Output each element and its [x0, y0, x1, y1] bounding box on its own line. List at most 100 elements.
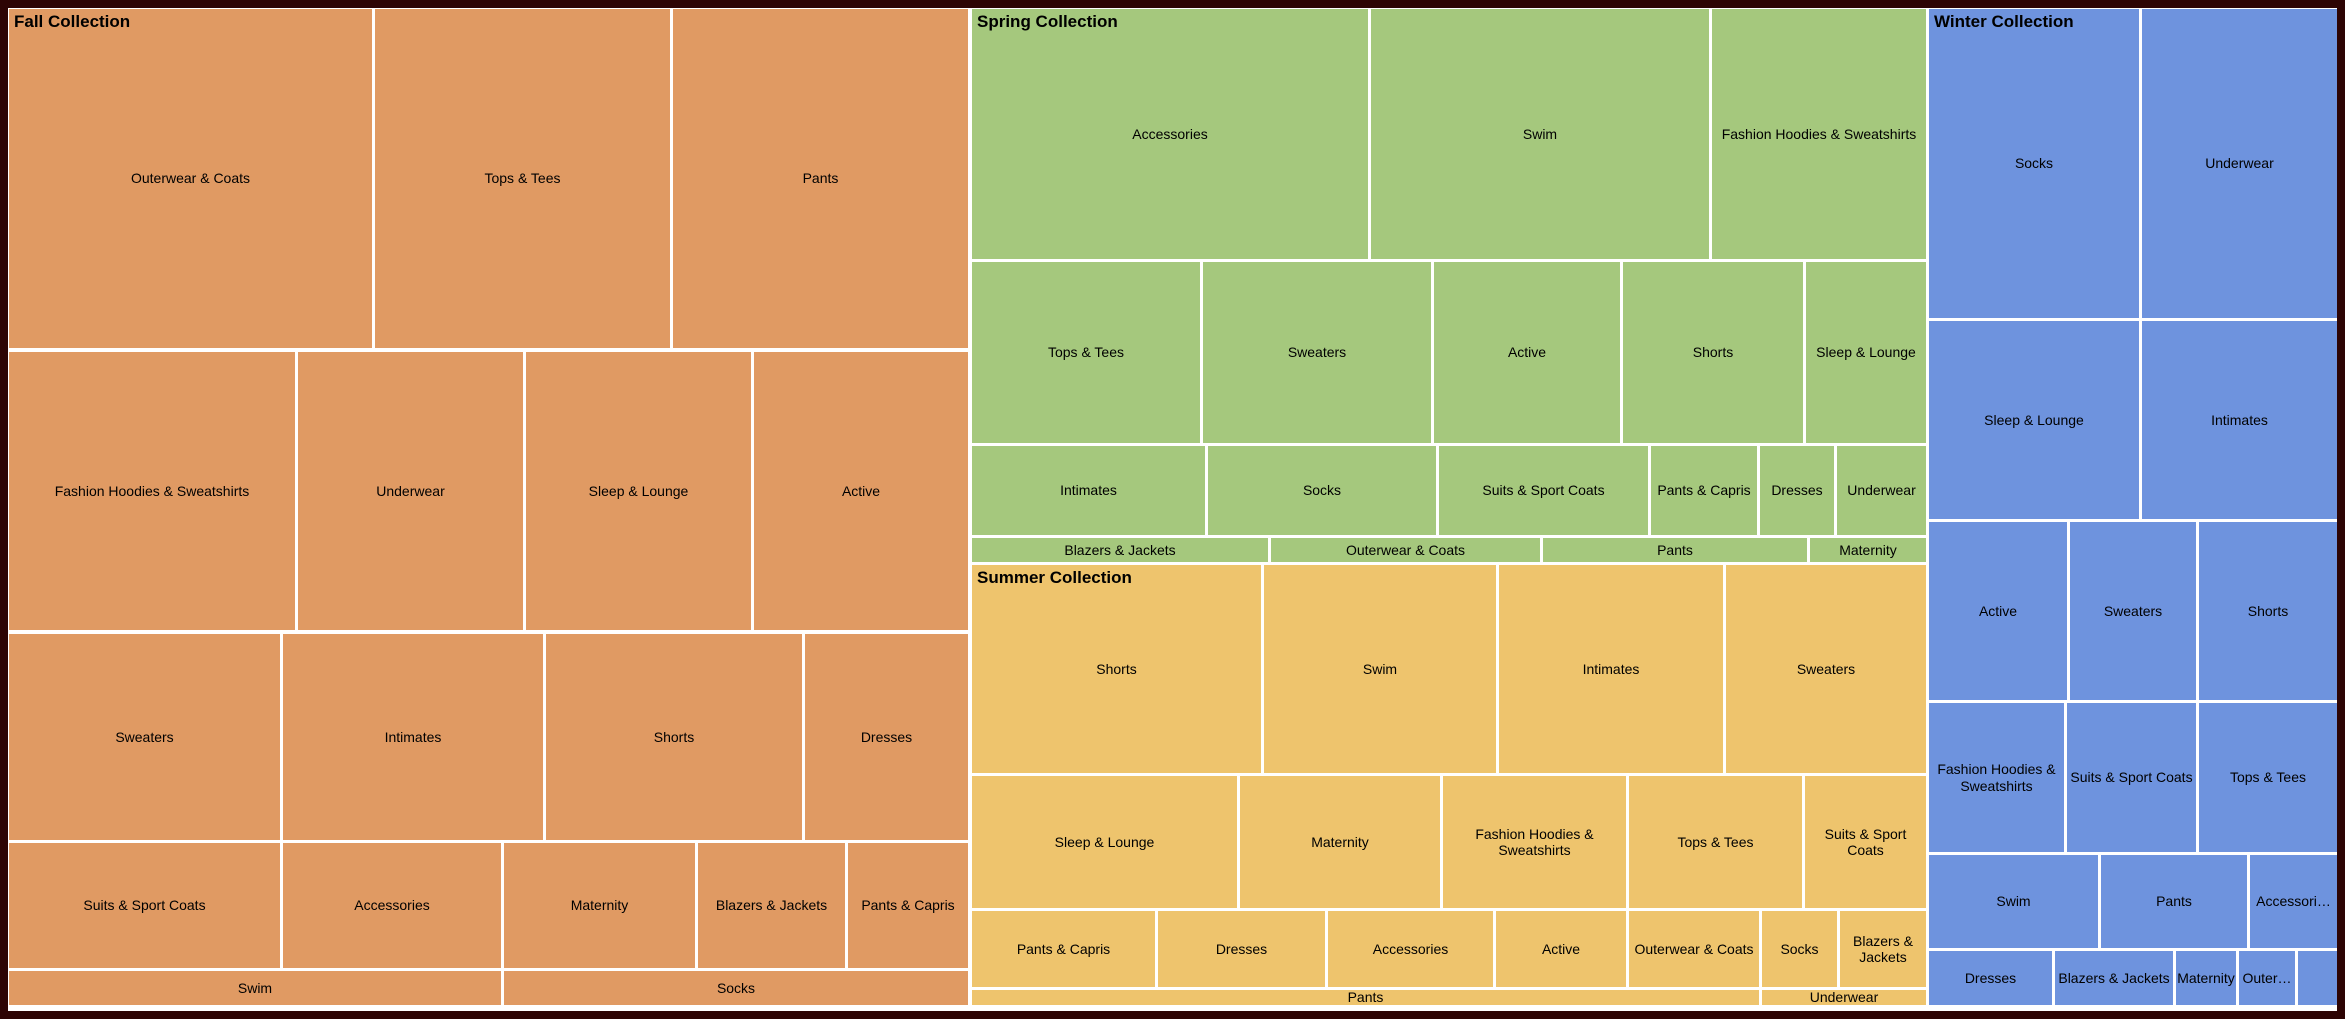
treemap-cell-fall-collection-shorts[interactable]: Shorts: [546, 634, 802, 840]
treemap-cell-winter-collection-suits-sport-coats[interactable]: Suits & Sport Coats: [2067, 703, 2196, 852]
treemap-cell-spring-collection-outerwear-coats[interactable]: Outerwear & Coats: [1271, 538, 1540, 562]
cell-label: Intimates: [1582, 660, 1640, 677]
treemap-cell-fall-collection-sleep-lounge[interactable]: Sleep & Lounge: [526, 352, 751, 630]
cell-label: Fashion Hoodies & Sweatshirts: [1721, 125, 1917, 142]
treemap-cell-fall-collection-swim[interactable]: Swim: [9, 971, 501, 1005]
treemap-cell-summer-collection-sleep-lounge[interactable]: Sleep & Lounge: [972, 776, 1237, 908]
treemap-cell-fall-collection-maternity[interactable]: Maternity: [504, 843, 695, 968]
cell-label: Active: [841, 482, 881, 499]
cell-label: Pants & Capris: [1657, 482, 1751, 499]
treemap-cell-summer-collection-swim[interactable]: Swim: [1264, 565, 1496, 773]
treemap-cell-fall-collection-intimates[interactable]: Intimates: [283, 634, 543, 840]
treemap-cell-spring-collection-swim[interactable]: Swim: [1371, 9, 1709, 259]
treemap-cell-summer-collection-fashion-hoodies-sweatshirts[interactable]: Fashion Hoodies & Sweatshirts: [1443, 776, 1626, 908]
treemap-cell-spring-collection-active[interactable]: Active: [1434, 262, 1620, 443]
treemap-cell-summer-collection-pants[interactable]: Pants: [972, 990, 1759, 1005]
treemap-cell-winter-collection-sleep-lounge[interactable]: Sleep & Lounge: [1929, 321, 2139, 519]
cell-label: Fashion Hoodies & Sweatshirts: [1937, 761, 2056, 794]
treemap-cell-winter-collection-maternity[interactable]: Maternity: [2176, 951, 2236, 1005]
treemap-cell-fall-collection-outerwear-coats[interactable]: Outerwear & Coats: [9, 9, 372, 348]
treemap-cell-spring-collection-accessories[interactable]: Accessories: [972, 9, 1368, 259]
cell-label: Outerwear & Coats: [1345, 541, 1466, 558]
cell-label: Socks: [1780, 940, 1819, 957]
cell-label: Socks: [2014, 155, 2054, 172]
treemap-cell-fall-collection-pants[interactable]: Pants: [673, 9, 968, 348]
treemap-cell-summer-collection-dresses[interactable]: Dresses: [1158, 911, 1325, 987]
collection-title-spring-collection[interactable]: Spring Collection: [977, 12, 1118, 31]
treemap-cell-winter-collection-dresses[interactable]: Dresses: [1929, 951, 2052, 1005]
treemap-cell-summer-collection-suits-sport-coats[interactable]: Suits & Sport Coats: [1805, 776, 1926, 908]
treemap-cell-spring-collection-underwear[interactable]: Underwear: [1837, 446, 1926, 535]
collection-title-winter-collection[interactable]: Winter Collection: [1934, 12, 2074, 31]
collection-title-fall-collection[interactable]: Fall Collection: [14, 12, 131, 31]
treemap-cell-fall-collection-blazers-jackets[interactable]: Blazers & Jackets: [698, 843, 845, 968]
treemap-cell-summer-collection-socks[interactable]: Socks: [1762, 911, 1837, 987]
treemap-cell-spring-collection-pants-capris[interactable]: Pants & Capris: [1651, 446, 1757, 535]
treemap-cell-summer-collection-maternity[interactable]: Maternity: [1240, 776, 1440, 908]
cell-label: Shorts: [2247, 602, 2289, 619]
treemap-cell-winter-collection-underwear[interactable]: Underwear: [2142, 9, 2337, 318]
cell-label: Shorts: [1096, 660, 1137, 677]
treemap-cell-spring-collection-tops-tees[interactable]: Tops & Tees: [972, 262, 1200, 443]
cell-label: Pants & Capris: [1016, 940, 1111, 957]
treemap-cell-fall-collection-socks[interactable]: Socks: [504, 971, 968, 1005]
treemap-cell-fall-collection-suits-sport-coats[interactable]: Suits & Sport Coats: [9, 843, 280, 968]
treemap-cell-fall-collection-fashion-hoodies-sweatshirts[interactable]: Fashion Hoodies & Sweatshirts: [9, 352, 295, 630]
treemap-cell-summer-collection-sweaters[interactable]: Sweaters: [1726, 565, 1926, 773]
treemap-cell-summer-collection-tops-tees[interactable]: Tops & Tees: [1629, 776, 1802, 908]
treemap-cell-winter-collection-active[interactable]: Active: [1929, 522, 2067, 700]
treemap-cell-fall-collection-accessories[interactable]: Accessories: [283, 843, 501, 968]
treemap-cell-summer-collection-shorts[interactable]: Shorts: [972, 565, 1261, 773]
treemap-cell-spring-collection-shorts[interactable]: Shorts: [1623, 262, 1803, 443]
treemap-cell-summer-collection-pants-capris[interactable]: Pants & Capris: [972, 911, 1155, 987]
treemap-cell-winter-collection-sweaters[interactable]: Sweaters: [2070, 522, 2196, 700]
cell-label: Suits & Sport Coats: [1482, 482, 1605, 499]
treemap-cell-summer-collection-outerwear-coats[interactable]: Outerwear & Coats: [1629, 911, 1759, 987]
treemap-cell-fall-collection-pants-capris[interactable]: Pants & Capris: [848, 843, 968, 968]
cell-label: Tops & Tees: [2229, 769, 2306, 786]
treemap-cell-winter-collection-tops-tees[interactable]: Tops & Tees: [2199, 703, 2337, 852]
treemap-cell-winter-collection-swim[interactable]: Swim: [1929, 855, 2098, 948]
cell-label: Maternity: [1311, 833, 1369, 850]
treemap-cell-winter-collection-shorts[interactable]: Shorts: [2199, 522, 2337, 700]
cell-label: Pants: [802, 170, 839, 187]
treemap-cell-fall-collection-underwear[interactable]: Underwear: [298, 352, 523, 630]
treemap-cell-summer-collection-active[interactable]: Active: [1496, 911, 1626, 987]
treemap-cell-winter-collection-pants[interactable]: Pants: [2101, 855, 2247, 948]
treemap-cell-spring-collection-sleep-lounge[interactable]: Sleep & Lounge: [1806, 262, 1926, 443]
cell-label: Sweaters: [1796, 660, 1856, 677]
treemap-cell-winter-collection-intimates[interactable]: Intimates: [2142, 321, 2337, 519]
cell-label: Underwear: [1809, 990, 1879, 1005]
treemap-cell-spring-collection-socks[interactable]: Socks: [1208, 446, 1436, 535]
treemap-cell-spring-collection-fashion-hoodies-sweatshirts[interactable]: Fashion Hoodies & Sweatshirts: [1712, 9, 1926, 259]
cell-label: Dresses: [1215, 940, 1268, 957]
treemap-cell-fall-collection-sweaters[interactable]: Sweaters: [9, 634, 280, 840]
treemap-cell-winter-collection-blazers-jackets[interactable]: Blazers & Jackets: [2055, 951, 2173, 1005]
treemap-cell-spring-collection-blazers-jackets[interactable]: Blazers & Jackets: [972, 538, 1268, 562]
treemap-cell-winter-collection-outer[interactable]: Outer…: [2239, 951, 2295, 1005]
treemap-cell-spring-collection-maternity[interactable]: Maternity: [1810, 538, 1926, 562]
treemap-cell-fall-collection-tops-tees[interactable]: Tops & Tees: [375, 9, 670, 348]
treemap-cell-spring-collection-pants[interactable]: Pants: [1543, 538, 1807, 562]
treemap-cell-fall-collection-dresses[interactable]: Dresses: [805, 634, 968, 840]
treemap-cell-summer-collection-intimates[interactable]: Intimates: [1499, 565, 1723, 773]
treemap-cell-summer-collection-underwear[interactable]: Underwear: [1762, 990, 1926, 1005]
treemap-cell-summer-collection-blazers-jackets[interactable]: Blazers & Jackets: [1840, 911, 1926, 987]
treemap-cell-spring-collection-dresses[interactable]: Dresses: [1760, 446, 1834, 535]
treemap-cell-spring-collection-intimates[interactable]: Intimates: [972, 446, 1205, 535]
treemap-cell-winter-collection-unlabeled[interactable]: [2298, 951, 2337, 1005]
treemap-cell-winter-collection-accessori[interactable]: Accessori…: [2250, 855, 2337, 948]
treemap-cell-fall-collection-active[interactable]: Active: [754, 352, 968, 630]
cell-label: Suits & Sport Coats: [2070, 769, 2193, 786]
treemap-cell-summer-collection-accessories[interactable]: Accessories: [1328, 911, 1493, 987]
treemap-cell-winter-collection-socks[interactable]: Socks: [1929, 9, 2139, 318]
treemap-cell-spring-collection-sweaters[interactable]: Sweaters: [1203, 262, 1431, 443]
cell-label: Tops & Tees: [1047, 344, 1124, 361]
treemap-cell-spring-collection-suits-sport-coats[interactable]: Suits & Sport Coats: [1439, 446, 1648, 535]
cell-label: Blazers & Jackets: [1853, 932, 1913, 965]
treemap-cell-winter-collection-fashion-hoodies-sweatshirts[interactable]: Fashion Hoodies & Sweatshirts: [1929, 703, 2064, 852]
cell-label: Outer…: [2242, 969, 2292, 986]
collection-title-summer-collection[interactable]: Summer Collection: [977, 568, 1132, 587]
cell-label: Pants: [1657, 541, 1693, 558]
